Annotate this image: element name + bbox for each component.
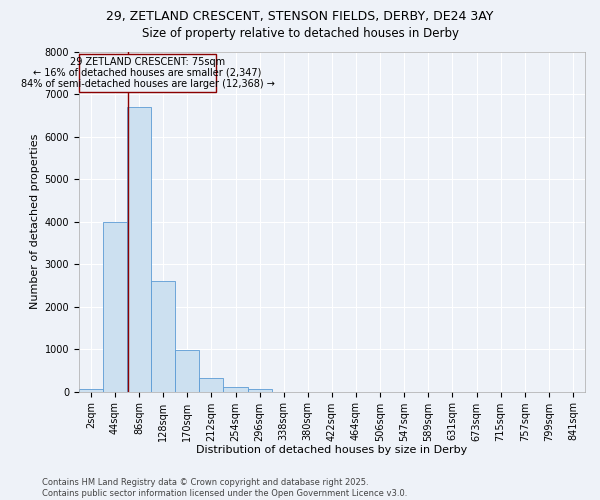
Text: Contains HM Land Registry data © Crown copyright and database right 2025.
Contai: Contains HM Land Registry data © Crown c…: [42, 478, 407, 498]
Y-axis label: Number of detached properties: Number of detached properties: [31, 134, 40, 309]
Bar: [199, 378, 223, 392]
Text: 84% of semi-detached houses are larger (12,368) →: 84% of semi-detached houses are larger (…: [20, 79, 274, 89]
Bar: [248, 390, 272, 392]
Bar: [175, 350, 199, 392]
Text: 29 ZETLAND CRESCENT: 75sqm: 29 ZETLAND CRESCENT: 75sqm: [70, 57, 225, 67]
Text: Size of property relative to detached houses in Derby: Size of property relative to detached ho…: [142, 28, 458, 40]
X-axis label: Distribution of detached houses by size in Derby: Distribution of detached houses by size …: [196, 445, 467, 455]
Bar: [223, 388, 248, 392]
Bar: [127, 107, 151, 392]
Text: ← 16% of detached houses are smaller (2,347): ← 16% of detached houses are smaller (2,…: [34, 68, 262, 78]
Bar: [79, 389, 103, 392]
Bar: [103, 222, 127, 392]
Text: 29, ZETLAND CRESCENT, STENSON FIELDS, DERBY, DE24 3AY: 29, ZETLAND CRESCENT, STENSON FIELDS, DE…: [106, 10, 494, 23]
Bar: [151, 281, 175, 392]
FancyBboxPatch shape: [79, 54, 216, 92]
